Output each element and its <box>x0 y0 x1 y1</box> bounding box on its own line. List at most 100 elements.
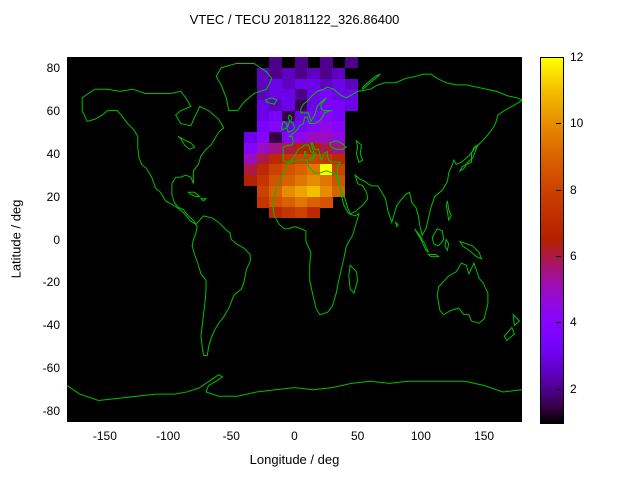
heatmap-cell <box>256 99 270 112</box>
heatmap-cell <box>307 67 321 79</box>
heatmap-cell <box>243 142 257 155</box>
heatmap-cell <box>307 185 321 197</box>
x-tick-label: 0 <box>291 429 298 443</box>
y-tick-label: 80 <box>46 60 60 75</box>
coastline-africa <box>273 160 359 315</box>
coastline-australia <box>437 263 488 323</box>
x-tick-label: -100 <box>156 429 181 443</box>
x-tick-label: 100 <box>410 429 431 443</box>
heatmap-cell <box>332 89 346 101</box>
coastline-japan <box>460 145 478 171</box>
x-tick-label: 150 <box>474 429 495 443</box>
heatmap-cell <box>269 67 283 79</box>
coastline-south-america <box>192 216 250 356</box>
heatmap-cell <box>345 99 359 112</box>
heatmap-cell <box>294 207 308 219</box>
heatmap-cell <box>281 185 295 197</box>
heatmap-cell <box>345 57 359 69</box>
coastline-cuba <box>188 192 199 196</box>
world-coastlines <box>67 57 522 422</box>
colorbar-tick-label: 8 <box>570 182 577 197</box>
heatmap-cell <box>281 164 295 176</box>
heatmap-cell <box>281 99 295 112</box>
x-tick-label: -50 <box>222 429 240 443</box>
heatmap-cell <box>319 121 333 133</box>
colorbar-tick-mark <box>556 256 561 258</box>
heatmap-cell <box>307 78 321 90</box>
heatmap-cell <box>294 99 308 112</box>
heatmap-cell <box>307 121 321 133</box>
coastline-sri-lanka <box>396 222 399 226</box>
coastline-hispaniola <box>201 199 206 201</box>
colorbar-tick-label: 6 <box>570 249 577 264</box>
heatmap-cell <box>332 121 346 133</box>
y-tick-label: -20 <box>42 275 60 290</box>
heatmap-cell <box>294 175 308 187</box>
y-tick-label: -40 <box>42 318 60 333</box>
coastline-great-lakes <box>178 136 194 149</box>
heatmap-cell <box>281 121 295 133</box>
coastline-eurasia <box>283 74 522 235</box>
y-tick-label: -60 <box>42 361 60 376</box>
colorbar-tick-label: 10 <box>570 116 584 131</box>
heatmap-cell <box>256 185 270 197</box>
heatmap-cell <box>269 89 283 101</box>
heatmap-cell <box>243 153 257 165</box>
map-plot-area <box>67 57 522 422</box>
chart-title: VTEC / TECU 20181122_326.86400 <box>189 12 400 27</box>
heatmap-cell <box>307 99 321 112</box>
heatmap-cell <box>319 110 333 122</box>
heatmap-cell <box>269 153 283 165</box>
colorbar-tick-mark <box>556 123 561 125</box>
heatmap-cell <box>294 185 308 197</box>
heatmap-cell <box>256 110 270 122</box>
x-tick-label: -150 <box>92 429 117 443</box>
colorbar-tick-mark <box>556 189 561 191</box>
heatmap-cell <box>319 132 333 144</box>
coastline-sumatra <box>415 229 429 253</box>
heatmap-cell <box>269 110 283 122</box>
coastline-new-zealand-south <box>504 328 514 341</box>
heatmap-cell <box>332 67 346 79</box>
heatmap-cell <box>319 153 333 165</box>
heatmap-cell <box>332 78 346 90</box>
heatmap-cell <box>319 67 333 79</box>
y-tick-label: -80 <box>42 404 60 419</box>
heatmap-cell <box>294 142 308 155</box>
heatmap-cell <box>281 132 295 144</box>
coastline-black-sea <box>330 141 346 150</box>
heatmap-cell <box>332 164 346 176</box>
coastline-madagascar <box>349 265 358 293</box>
heatmap-cell <box>294 164 308 176</box>
coastline-antarctica <box>67 375 522 401</box>
coastline-britain <box>287 115 295 132</box>
heatmap-cell <box>256 164 270 176</box>
heatmap-cell <box>294 132 308 144</box>
heatmap-cell <box>281 196 295 208</box>
heatmap-cell <box>269 164 283 176</box>
x-axis-label: Longitude / deg <box>249 452 340 467</box>
heatmap-cell <box>281 175 295 187</box>
heatmap-cell <box>332 142 346 155</box>
heatmap-cell <box>319 196 333 208</box>
heatmap-cell <box>332 110 346 122</box>
heatmap-cell <box>294 67 308 79</box>
y-tick-label: 20 <box>46 189 60 204</box>
heatmap-cell <box>256 89 270 101</box>
heatmap-cell <box>294 153 308 165</box>
coastline-philippines <box>446 201 451 220</box>
heatmap-cell <box>307 196 321 208</box>
heatmap-cell <box>243 132 257 144</box>
coastline-sicily <box>310 158 314 160</box>
heatmap-cell <box>281 207 295 219</box>
heatmap-cell <box>281 153 295 165</box>
heatmap-cell <box>269 57 283 69</box>
heatmap-cell <box>243 164 257 176</box>
coastline-ireland <box>282 121 287 130</box>
heatmap-cell <box>294 196 308 208</box>
coastline-new-zealand-north <box>513 315 519 326</box>
heatmap-cell <box>256 196 270 208</box>
heatmap-cell <box>269 142 283 155</box>
heatmap-cell <box>294 89 308 101</box>
heatmap-cell <box>332 153 346 165</box>
